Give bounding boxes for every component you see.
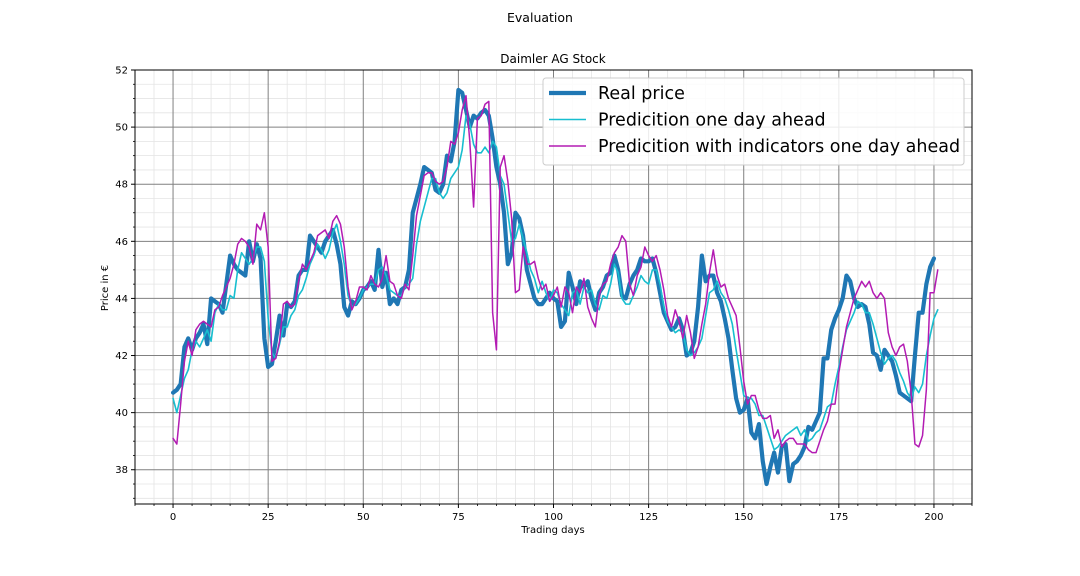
y-tick-label: 38 (115, 465, 128, 476)
series-line-pred_ind (172, 94, 939, 454)
x-tick-label: 0 (170, 512, 176, 523)
y-tick-label: 42 (115, 351, 128, 362)
x-tick-label: 100 (544, 512, 563, 523)
series-layer (170, 87, 939, 487)
x-axis-label: Trading days (520, 525, 584, 536)
y-tick-label: 46 (115, 237, 128, 248)
x-tick-label: 50 (357, 512, 370, 523)
legend-label-real: Real price (598, 84, 685, 104)
legend-box (542, 77, 965, 166)
y-tick-label: 48 (115, 180, 128, 191)
x-tick-label: 150 (734, 512, 753, 523)
y-tick-label: 52 (115, 66, 128, 77)
y-axis-label: Price in € (100, 265, 111, 311)
series-line-pred (172, 114, 939, 451)
figure-suptitle: Evaluation (507, 10, 573, 25)
x-tick-label: 175 (829, 512, 848, 523)
y-tick-label: 40 (115, 408, 128, 419)
x-tick-label: 75 (452, 512, 465, 523)
legend-label-pred: Predicition one day ahead (598, 111, 826, 131)
x-tick-label: 200 (924, 512, 943, 523)
chart-title: Daimler AG Stock (500, 52, 605, 66)
x-tick-label: 25 (262, 512, 275, 523)
x-tick-label: 125 (639, 512, 658, 523)
y-tick-label: 50 (115, 123, 128, 134)
legend-label-pred_ind: Predicition with indicators one day ahea… (598, 137, 960, 157)
legend: Real price Predicition one day ahead Predi… (542, 77, 965, 166)
axis-ticks: 0 25 50 75 100 125 150 175 200 38 40 42 44 46 48 50 52 (115, 66, 973, 523)
y-tick-label: 44 (115, 294, 128, 305)
